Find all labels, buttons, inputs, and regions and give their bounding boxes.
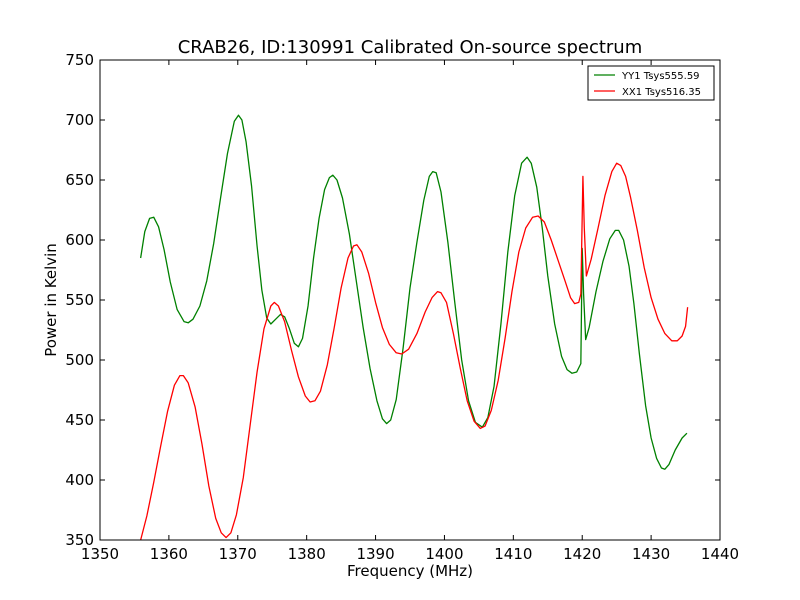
x-tick-label: 1420 (563, 545, 601, 563)
y-tick-label: 500 (65, 351, 94, 369)
y-tick-label: 550 (65, 291, 94, 309)
y-tick-label: 400 (65, 471, 94, 489)
series-layer (139, 114, 689, 540)
series-line-yy1 (139, 114, 688, 470)
x-tick-label: 1390 (356, 545, 394, 563)
y-tick-label: 700 (65, 111, 94, 129)
x-tick-label: 1430 (632, 545, 670, 563)
y-tick-label: 350 (65, 531, 94, 549)
x-tick-label: 1370 (219, 545, 257, 563)
y-tick-label: 450 (65, 411, 94, 429)
x-tick-label: 1410 (494, 545, 532, 563)
legend-box (587, 65, 715, 101)
x-tick-label: 1400 (425, 545, 463, 563)
y-tick-label: 750 (65, 51, 94, 69)
x-tick-label: 1360 (150, 545, 188, 563)
y-axis-label: Power in Kelvin (42, 243, 60, 357)
legend-entry: XX1 Tsys516.35 (622, 87, 701, 98)
legend-entry: YY1 Tsys555.59 (621, 71, 700, 82)
x-tick-label: 1350 (81, 545, 119, 563)
x-tick-label: 1440 (701, 545, 739, 563)
x-tick-label: 1380 (288, 545, 326, 563)
ticks-layer: 1350 1360 1370 1380 1390 1400 1410 1420 1430 1440… (65, 51, 739, 563)
chart-title: CRAB26, ID:130991 Calibrated On-source s… (178, 37, 643, 58)
y-tick-label: 600 (65, 231, 94, 249)
y-tick-label: 650 (65, 171, 94, 189)
x-axis-label: Frequency (MHz) (347, 562, 473, 580)
series-line-xx1 (140, 162, 689, 540)
legend: YY1 Tsys555.59 XX1 Tsys516.35 (587, 65, 715, 101)
